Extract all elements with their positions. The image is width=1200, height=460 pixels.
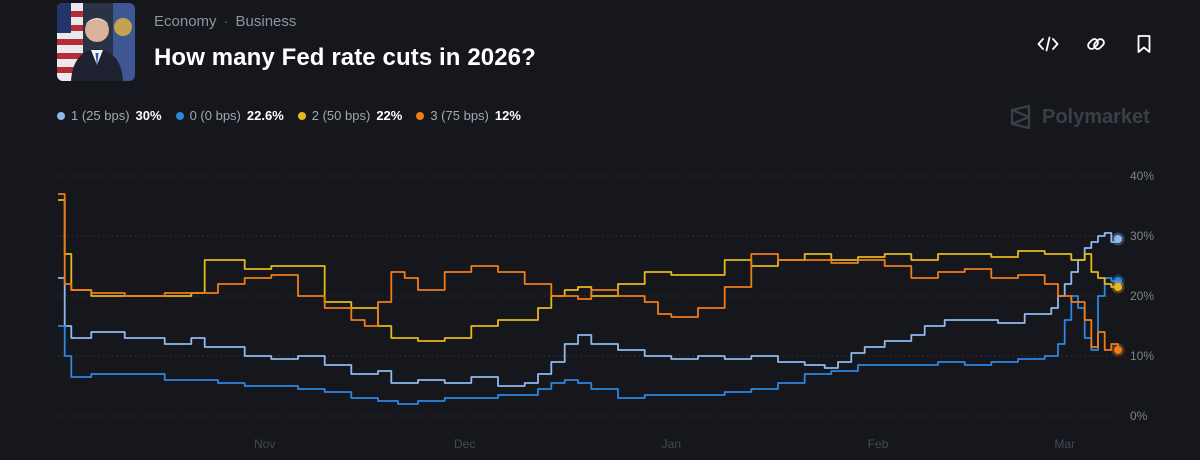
legend-label: 0 (0 bps) (189, 108, 241, 123)
series-line-1-25-bps- (58, 232, 1119, 387)
breadcrumb: Economy · Business (154, 13, 296, 30)
legend-value: 22% (376, 108, 403, 123)
breadcrumb-economy[interactable]: Economy (154, 13, 217, 30)
y-axis-labels: 0% 10% 20% 30% 40% (1130, 169, 1154, 423)
y-tick-label: 40% (1130, 169, 1154, 183)
market-title: How many Fed rate cuts in 2026? (154, 44, 536, 71)
series-line-0-0-bps- (58, 277, 1118, 405)
legend-item-2-cuts[interactable]: 2 (50 bps) 22% (297, 108, 403, 123)
series-line-2-50-bps- (58, 199, 1118, 342)
watermark-text: Polymarket (1042, 105, 1150, 128)
legend-item-1-cut[interactable]: 1 (25 bps) 30% (57, 108, 162, 123)
portrait-image (57, 3, 135, 81)
legend-item-3-cuts[interactable]: 3 (75 bps) 12% (416, 108, 521, 123)
x-tick-label: Nov (254, 437, 275, 451)
action-bar (1030, 30, 1162, 58)
legend-label: 3 (75 bps) (430, 108, 489, 123)
market-avatar (57, 3, 135, 81)
embed-code-icon (1037, 36, 1059, 52)
x-tick-label: Mar (1054, 437, 1075, 451)
x-tick-label: Jan (662, 437, 681, 451)
x-axis-labels: Nov Dec Jan Feb Mar (254, 437, 1075, 451)
series-line-3-75-bps- (58, 193, 1119, 351)
y-tick-label: 0% (1130, 409, 1148, 423)
y-tick-label: 30% (1130, 229, 1154, 243)
legend-dot (297, 111, 306, 120)
end-marker-point (1114, 235, 1122, 243)
y-tick-label: 10% (1130, 349, 1154, 363)
bookmark-button[interactable] (1126, 30, 1162, 58)
breadcrumb-separator: · (223, 13, 229, 30)
end-marker-point (1114, 277, 1122, 285)
x-tick-label: Feb (868, 437, 889, 451)
copy-link-button[interactable] (1078, 30, 1114, 58)
grid-lines (58, 175, 1118, 417)
embed-button[interactable] (1030, 30, 1066, 58)
breadcrumb-business[interactable]: Business (235, 13, 297, 30)
polymarket-watermark: Polymarket (1008, 104, 1150, 130)
y-tick-label: 20% (1130, 289, 1154, 303)
end-marker-point (1114, 283, 1122, 291)
legend-value: 12% (494, 108, 521, 123)
legend-label: 1 (25 bps) (71, 108, 130, 123)
x-tick-label: Dec (454, 437, 475, 451)
end-marker-point (1114, 346, 1122, 354)
chart-legend: 1 (25 bps) 30% 0 (0 bps) 22.6% 2 (50 bps… (57, 108, 535, 123)
series-lines (58, 193, 1119, 405)
legend-dot (57, 111, 65, 120)
legend-item-0-cuts[interactable]: 0 (0 bps) 22.6% (175, 108, 284, 123)
legend-value: 22.6% (246, 108, 284, 123)
legend-value: 30% (135, 108, 162, 123)
legend-dot (175, 111, 184, 120)
bookmark-icon (1137, 35, 1151, 53)
legend-dot (416, 111, 425, 120)
polymarket-logo-icon (1010, 104, 1031, 130)
link-icon (1087, 38, 1105, 50)
legend-label: 2 (50 bps) (311, 108, 371, 123)
end-markers (1111, 232, 1125, 357)
